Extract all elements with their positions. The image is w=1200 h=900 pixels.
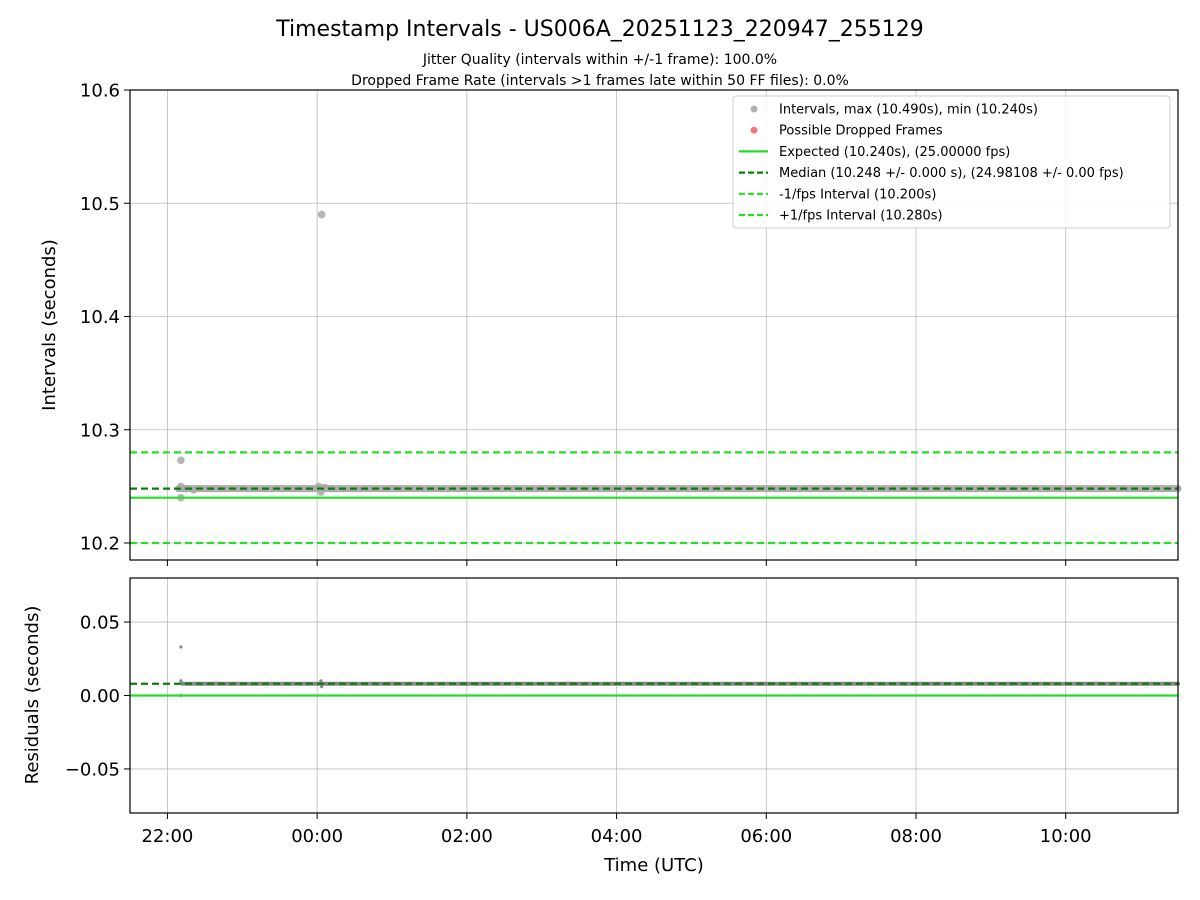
residuals-data-point bbox=[320, 685, 324, 689]
legend: Intervals, max (10.490s), min (10.240s) P… bbox=[732, 95, 1171, 229]
legend-label: Possible Dropped Frames bbox=[779, 124, 943, 139]
intervals-data-point bbox=[189, 485, 198, 494]
residuals-x-tick-label: 06:00 bbox=[740, 826, 792, 847]
x-axis-label: Time (UTC) bbox=[603, 855, 704, 876]
intervals-axes-frame bbox=[129, 89, 1179, 561]
legend-box bbox=[732, 95, 1171, 229]
intervals-reference-lines bbox=[130, 451, 1178, 545]
legend-marker bbox=[750, 105, 758, 113]
residuals-x-tick-label: 22:00 bbox=[141, 826, 193, 847]
intervals-y-tick-label: 10.5 bbox=[80, 194, 120, 215]
intervals-y-label: Intervals (seconds) bbox=[39, 239, 60, 411]
intervals-y-tick-label: 10.6 bbox=[80, 81, 120, 102]
residuals-y-tick-label: 0.00 bbox=[80, 686, 120, 707]
residuals-panel: −0.05 0.00 0.05 22:00 00:00 02:00 04:00 06:00 0… bbox=[22, 577, 1180, 876]
chart-subtitle-dropped: Dropped Frame Rate (intervals >1 frames … bbox=[351, 73, 849, 89]
residuals-x-tick-label: 08:00 bbox=[890, 826, 942, 847]
intervals-data-point bbox=[177, 456, 185, 465]
residuals-x-tick-label: 04:00 bbox=[591, 826, 643, 847]
legend-label: +1/fps Interval (10.280s) bbox=[779, 209, 943, 224]
residuals-data-point bbox=[179, 679, 183, 683]
intervals-y-tick-label: 10.4 bbox=[80, 307, 120, 328]
residuals-x-tick-label: 02:00 bbox=[441, 826, 493, 847]
residuals-y-tick-label: 0.05 bbox=[80, 613, 120, 634]
residuals-x-tick-label: 10:00 bbox=[1040, 826, 1092, 847]
residuals-y-ticks: −0.05 0.00 0.05 bbox=[65, 613, 130, 780]
intervals-y-tick-label: 10.3 bbox=[80, 420, 120, 441]
intervals-data-point bbox=[317, 210, 326, 219]
legend-label: Expected (10.240s), (25.00000 fps) bbox=[779, 145, 1010, 160]
legend-label: Median (10.248 +/- 0.000 s), (24.98108 +… bbox=[779, 166, 1124, 181]
chart-title: Timestamp Intervals - US006A_20251123_22… bbox=[275, 17, 924, 42]
residuals-data-point bbox=[179, 645, 183, 649]
legend-label: Intervals, max (10.490s), min (10.240s) bbox=[779, 103, 1038, 118]
residuals-x-tick-label: 00:00 bbox=[291, 826, 343, 847]
intervals-data-point bbox=[320, 483, 329, 492]
residuals-y-tick-label: −0.05 bbox=[65, 759, 120, 780]
residuals-y-label: Residuals (seconds) bbox=[22, 606, 43, 785]
legend-marker bbox=[750, 126, 758, 134]
residuals-data-point bbox=[319, 679, 323, 683]
intervals-x-ticks bbox=[166, 560, 1067, 566]
residuals-reference-lines bbox=[130, 682, 1178, 697]
residuals-x-ticks: 22:00 00:00 02:00 04:00 06:00 08:00 10:00 bbox=[141, 813, 1092, 847]
chart-subtitle-jitter: Jitter Quality (intervals within +/-1 fr… bbox=[422, 52, 777, 68]
intervals-y-ticks: 10.2 10.3 10.4 10.5 10.6 bbox=[80, 81, 130, 555]
legend-label: -1/fps Interval (10.200s) bbox=[779, 187, 936, 202]
intervals-y-tick-label: 10.2 bbox=[80, 534, 120, 555]
